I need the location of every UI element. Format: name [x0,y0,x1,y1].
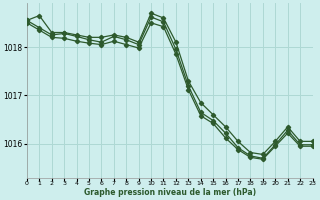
X-axis label: Graphe pression niveau de la mer (hPa): Graphe pression niveau de la mer (hPa) [84,188,256,197]
